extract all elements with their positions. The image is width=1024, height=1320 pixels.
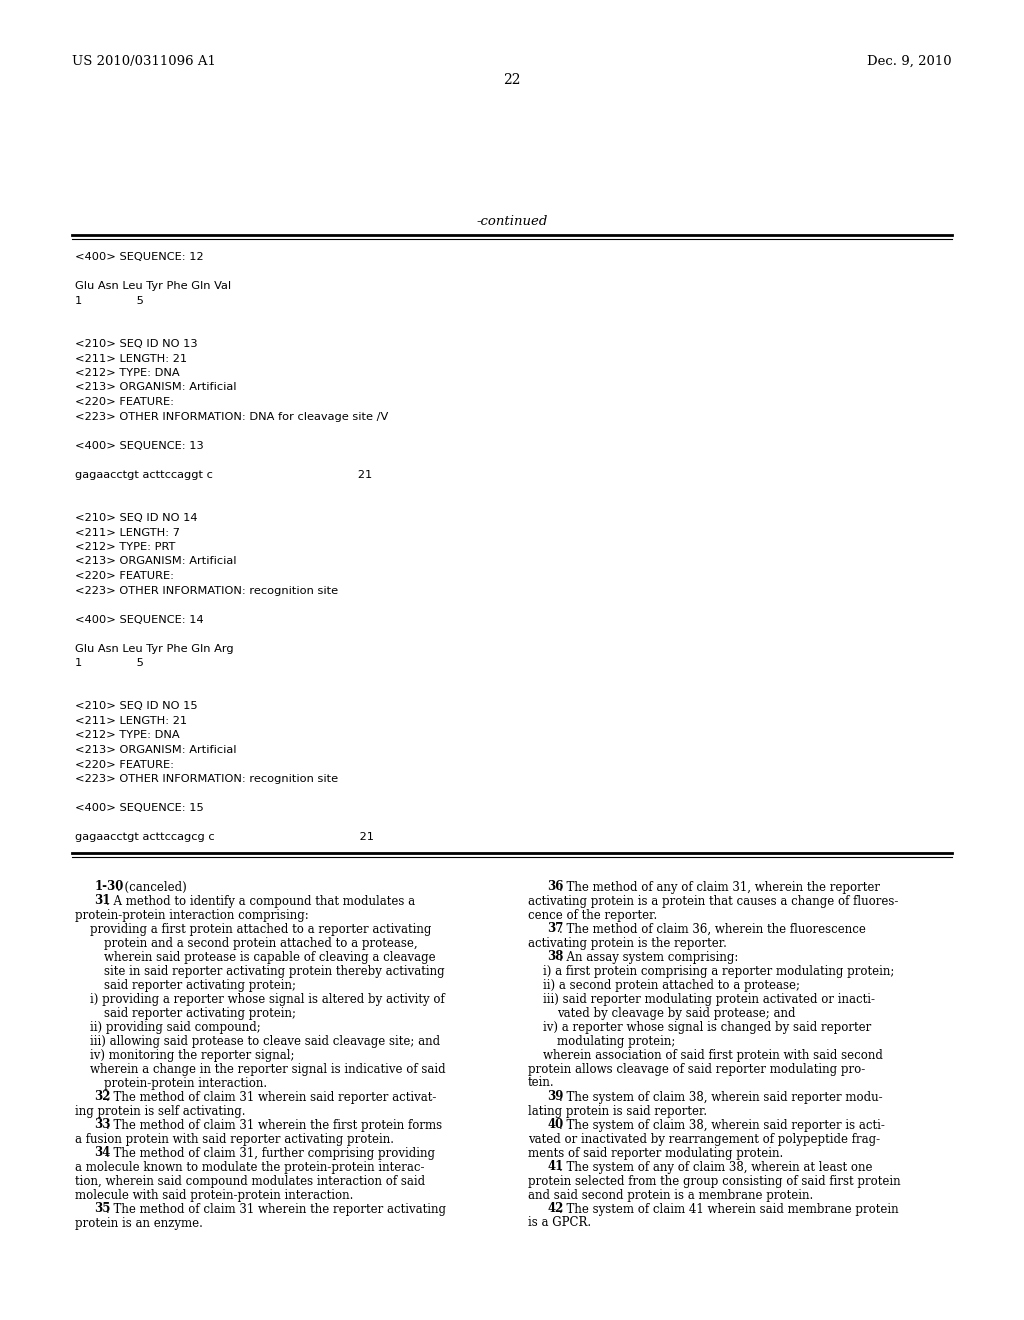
Text: lating protein is said reporter.: lating protein is said reporter. bbox=[528, 1105, 708, 1118]
Text: activating protein is a protein that causes a change of fluores-: activating protein is a protein that cau… bbox=[528, 895, 898, 908]
Text: ii) a second protein attached to a protease;: ii) a second protein attached to a prote… bbox=[543, 978, 800, 991]
Text: 34: 34 bbox=[94, 1147, 111, 1159]
Text: iii) said reporter modulating protein activated or inacti-: iii) said reporter modulating protein ac… bbox=[543, 993, 874, 1006]
Text: <212> TYPE: DNA: <212> TYPE: DNA bbox=[75, 730, 179, 741]
Text: said reporter activating protein;: said reporter activating protein; bbox=[104, 1006, 296, 1019]
Text: . The system of claim 38, wherein said reporter modu-: . The system of claim 38, wherein said r… bbox=[559, 1090, 883, 1104]
Text: gagaacctgt acttccaggt c                                        21: gagaacctgt acttccaggt c 21 bbox=[75, 470, 373, 479]
Text: <400> SEQUENCE: 13: <400> SEQUENCE: 13 bbox=[75, 441, 204, 450]
Text: tein.: tein. bbox=[528, 1077, 555, 1089]
Text: <223> OTHER INFORMATION: DNA for cleavage site /V: <223> OTHER INFORMATION: DNA for cleavag… bbox=[75, 412, 388, 421]
Text: wherein said protease is capable of cleaving a cleavage: wherein said protease is capable of clea… bbox=[104, 950, 436, 964]
Text: . The system of claim 41 wherein said membrane protein: . The system of claim 41 wherein said me… bbox=[559, 1203, 898, 1216]
Text: <210> SEQ ID NO 15: <210> SEQ ID NO 15 bbox=[75, 701, 198, 711]
Text: 1-30: 1-30 bbox=[94, 880, 124, 894]
Text: i) a first protein comprising a reporter modulating protein;: i) a first protein comprising a reporter… bbox=[543, 965, 894, 978]
Text: 22: 22 bbox=[503, 73, 521, 87]
Text: <211> LENGTH: 7: <211> LENGTH: 7 bbox=[75, 528, 180, 537]
Text: i) providing a reporter whose signal is altered by activity of: i) providing a reporter whose signal is … bbox=[89, 993, 444, 1006]
Text: . The method of claim 36, wherein the fluorescence: . The method of claim 36, wherein the fl… bbox=[559, 923, 865, 936]
Text: ing protein is self activating.: ing protein is self activating. bbox=[75, 1105, 246, 1118]
Text: site in said reporter activating protein thereby activating: site in said reporter activating protein… bbox=[104, 965, 444, 978]
Text: Glu Asn Leu Tyr Phe Gln Val: Glu Asn Leu Tyr Phe Gln Val bbox=[75, 281, 231, 290]
Text: protein-protein interaction comprising:: protein-protein interaction comprising: bbox=[75, 908, 309, 921]
Text: Glu Asn Leu Tyr Phe Gln Arg: Glu Asn Leu Tyr Phe Gln Arg bbox=[75, 644, 233, 653]
Text: gagaacctgt acttccagcg c                                        21: gagaacctgt acttccagcg c 21 bbox=[75, 832, 374, 842]
Text: wherein association of said first protein with said second: wherein association of said first protei… bbox=[543, 1048, 883, 1061]
Text: 40: 40 bbox=[548, 1118, 563, 1131]
Text: <210> SEQ ID NO 13: <210> SEQ ID NO 13 bbox=[75, 339, 198, 348]
Text: . The method of claim 31 wherein the first protein forms: . The method of claim 31 wherein the fir… bbox=[105, 1118, 441, 1131]
Text: molecule with said protein-protein interaction.: molecule with said protein-protein inter… bbox=[75, 1188, 353, 1201]
Text: <210> SEQ ID NO 14: <210> SEQ ID NO 14 bbox=[75, 513, 198, 523]
Text: 1               5: 1 5 bbox=[75, 657, 144, 668]
Text: <223> OTHER INFORMATION: recognition site: <223> OTHER INFORMATION: recognition sit… bbox=[75, 774, 338, 784]
Text: <220> FEATURE:: <220> FEATURE: bbox=[75, 572, 174, 581]
Text: 36: 36 bbox=[548, 880, 564, 894]
Text: . The method of claim 31, further comprising providing: . The method of claim 31, further compri… bbox=[105, 1147, 434, 1159]
Text: iv) a reporter whose signal is changed by said reporter: iv) a reporter whose signal is changed b… bbox=[543, 1020, 870, 1034]
Text: ii) providing said compound;: ii) providing said compound; bbox=[89, 1020, 260, 1034]
Text: . An assay system comprising:: . An assay system comprising: bbox=[559, 950, 738, 964]
Text: said reporter activating protein;: said reporter activating protein; bbox=[104, 978, 296, 991]
Text: <211> LENGTH: 21: <211> LENGTH: 21 bbox=[75, 715, 187, 726]
Text: modulating protein;: modulating protein; bbox=[557, 1035, 676, 1048]
Text: iii) allowing said protease to cleave said cleavage site; and: iii) allowing said protease to cleave sa… bbox=[89, 1035, 439, 1048]
Text: . The method of claim 31 wherein said reporter activat-: . The method of claim 31 wherein said re… bbox=[105, 1090, 436, 1104]
Text: protein selected from the group consisting of said first protein: protein selected from the group consisti… bbox=[528, 1175, 901, 1188]
Text: providing a first protein attached to a reporter activating: providing a first protein attached to a … bbox=[89, 923, 431, 936]
Text: . (canceled): . (canceled) bbox=[117, 880, 186, 894]
Text: 1               5: 1 5 bbox=[75, 296, 144, 305]
Text: vated by cleavage by said protease; and: vated by cleavage by said protease; and bbox=[557, 1006, 796, 1019]
Text: cence of the reporter.: cence of the reporter. bbox=[528, 908, 657, 921]
Text: 38: 38 bbox=[548, 950, 564, 964]
Text: . The system of claim 38, wherein said reporter is acti-: . The system of claim 38, wherein said r… bbox=[559, 1118, 885, 1131]
Text: 39: 39 bbox=[548, 1090, 564, 1104]
Text: protein-protein interaction.: protein-protein interaction. bbox=[104, 1077, 267, 1089]
Text: <223> OTHER INFORMATION: recognition site: <223> OTHER INFORMATION: recognition sit… bbox=[75, 586, 338, 595]
Text: protein allows cleavage of said reporter modulating pro-: protein allows cleavage of said reporter… bbox=[528, 1063, 865, 1076]
Text: tion, wherein said compound modulates interaction of said: tion, wherein said compound modulates in… bbox=[75, 1175, 425, 1188]
Text: 32: 32 bbox=[94, 1090, 111, 1104]
Text: . The system of any of claim 38, wherein at least one: . The system of any of claim 38, wherein… bbox=[559, 1160, 872, 1173]
Text: <211> LENGTH: 21: <211> LENGTH: 21 bbox=[75, 354, 187, 363]
Text: US 2010/0311096 A1: US 2010/0311096 A1 bbox=[72, 55, 216, 69]
Text: 33: 33 bbox=[94, 1118, 111, 1131]
Text: -continued: -continued bbox=[476, 215, 548, 228]
Text: a fusion protein with said reporter activating protein.: a fusion protein with said reporter acti… bbox=[75, 1133, 394, 1146]
Text: . The method of any of claim 31, wherein the reporter: . The method of any of claim 31, wherein… bbox=[559, 880, 880, 894]
Text: 31: 31 bbox=[94, 895, 111, 908]
Text: protein is an enzyme.: protein is an enzyme. bbox=[75, 1217, 203, 1229]
Text: ments of said reporter modulating protein.: ments of said reporter modulating protei… bbox=[528, 1147, 783, 1159]
Text: <220> FEATURE:: <220> FEATURE: bbox=[75, 759, 174, 770]
Text: <212> TYPE: DNA: <212> TYPE: DNA bbox=[75, 368, 179, 378]
Text: . The method of claim 31 wherein the reporter activating: . The method of claim 31 wherein the rep… bbox=[105, 1203, 445, 1216]
Text: iv) monitoring the reporter signal;: iv) monitoring the reporter signal; bbox=[89, 1048, 294, 1061]
Text: a molecule known to modulate the protein-protein interac-: a molecule known to modulate the protein… bbox=[75, 1160, 425, 1173]
Text: vated or inactivated by rearrangement of polypeptide frag-: vated or inactivated by rearrangement of… bbox=[528, 1133, 880, 1146]
Text: protein and a second protein attached to a protease,: protein and a second protein attached to… bbox=[104, 936, 418, 949]
Text: <213> ORGANISM: Artificial: <213> ORGANISM: Artificial bbox=[75, 383, 237, 392]
Text: <212> TYPE: PRT: <212> TYPE: PRT bbox=[75, 543, 175, 552]
Text: <400> SEQUENCE: 12: <400> SEQUENCE: 12 bbox=[75, 252, 204, 261]
Text: <220> FEATURE:: <220> FEATURE: bbox=[75, 397, 174, 407]
Text: is a GPCR.: is a GPCR. bbox=[528, 1217, 591, 1229]
Text: <400> SEQUENCE: 15: <400> SEQUENCE: 15 bbox=[75, 803, 204, 813]
Text: 37: 37 bbox=[548, 923, 564, 936]
Text: <213> ORGANISM: Artificial: <213> ORGANISM: Artificial bbox=[75, 557, 237, 566]
Text: wherein a change in the reporter signal is indicative of said: wherein a change in the reporter signal … bbox=[89, 1063, 445, 1076]
Text: 41: 41 bbox=[548, 1160, 563, 1173]
Text: Dec. 9, 2010: Dec. 9, 2010 bbox=[867, 55, 952, 69]
Text: <400> SEQUENCE: 14: <400> SEQUENCE: 14 bbox=[75, 615, 204, 624]
Text: and said second protein is a membrane protein.: and said second protein is a membrane pr… bbox=[528, 1188, 813, 1201]
Text: . A method to identify a compound that modulates a: . A method to identify a compound that m… bbox=[105, 895, 415, 908]
Text: activating protein is the reporter.: activating protein is the reporter. bbox=[528, 936, 727, 949]
Text: 42: 42 bbox=[548, 1203, 564, 1216]
Text: 35: 35 bbox=[94, 1203, 111, 1216]
Text: <213> ORGANISM: Artificial: <213> ORGANISM: Artificial bbox=[75, 744, 237, 755]
